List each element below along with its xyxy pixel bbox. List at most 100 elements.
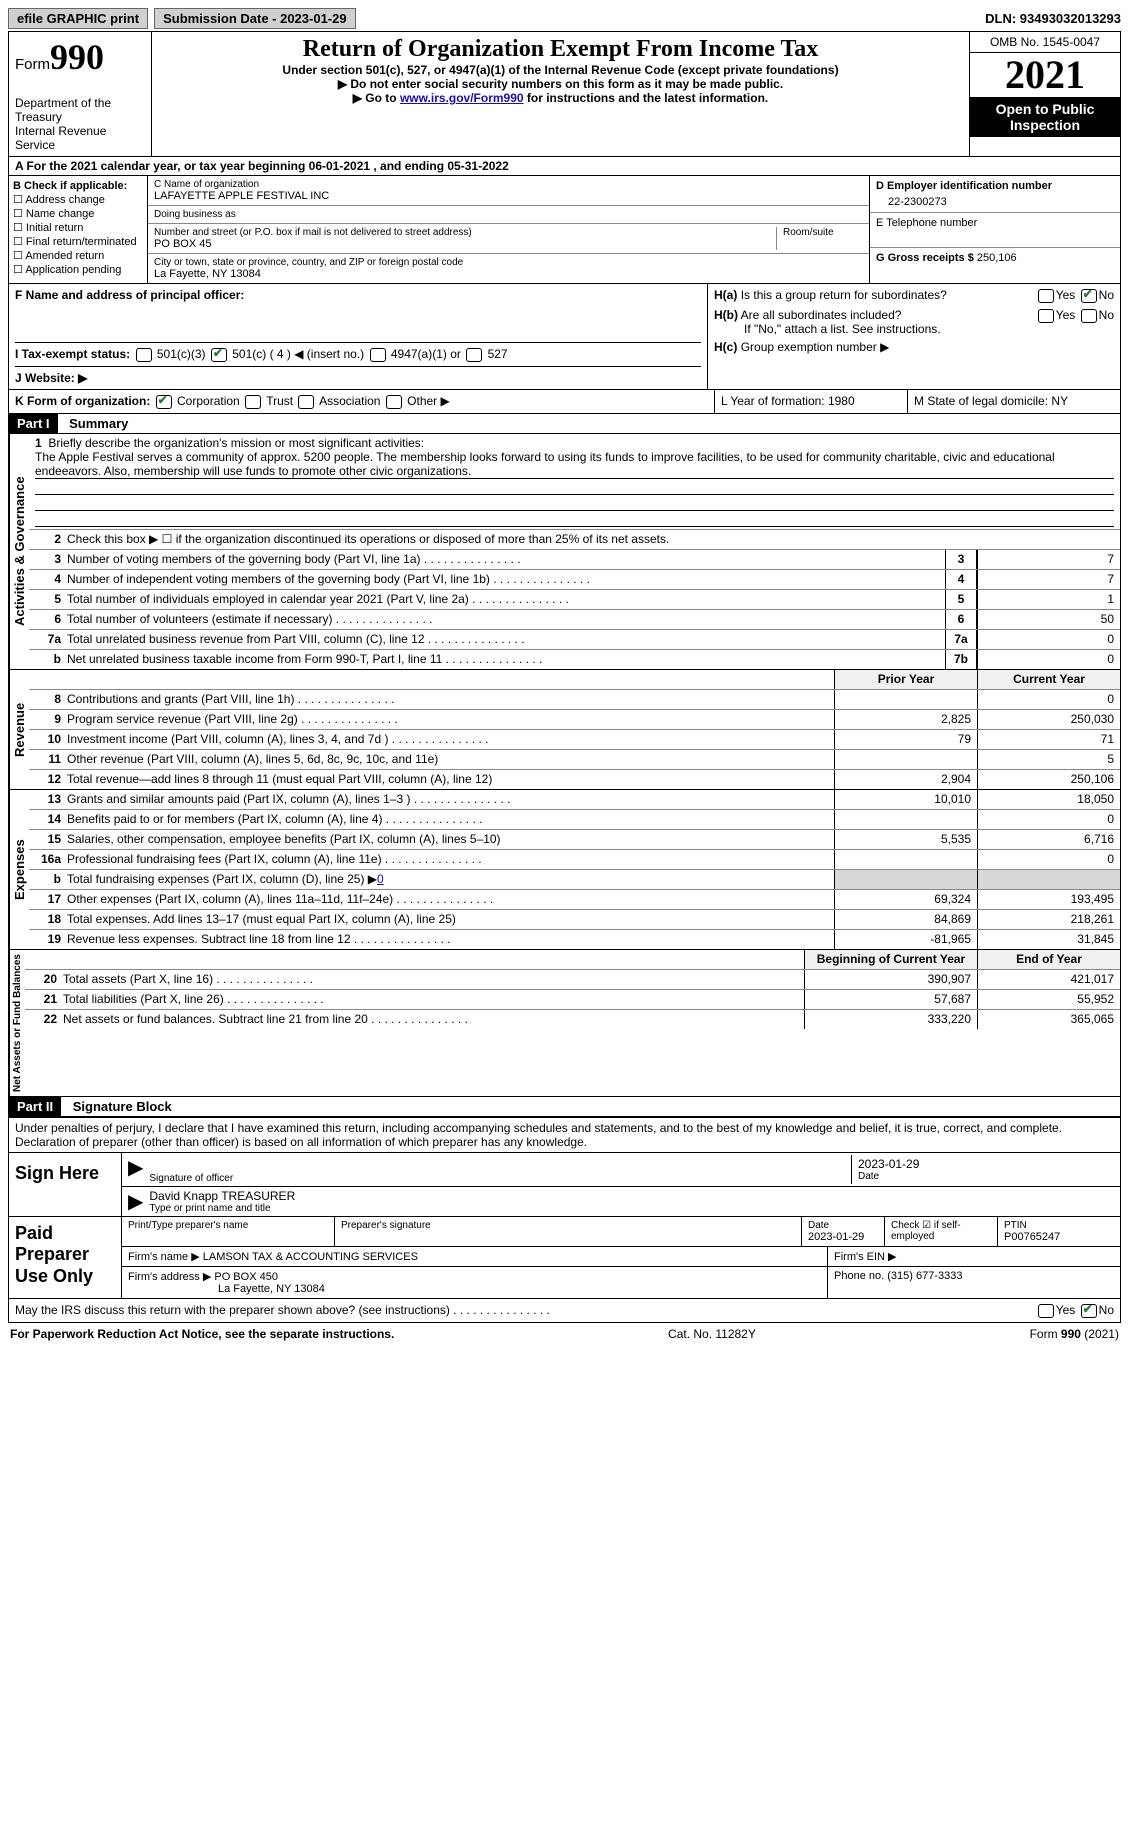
line-20-prior: 390,907 <box>804 970 977 989</box>
officer-name: David Knapp TREASURER <box>149 1189 1114 1203</box>
line-22-prior: 333,220 <box>804 1010 977 1029</box>
head-begin: Beginning of Current Year <box>804 950 977 969</box>
part-1-bar: Part I <box>9 414 58 433</box>
vert-governance: Activities & Governance <box>9 434 29 669</box>
line-16a-prior <box>834 850 977 869</box>
ha-no[interactable] <box>1081 289 1097 303</box>
self-employed-check[interactable]: Check ☑ if self-employed <box>885 1217 998 1246</box>
section-governance: Activities & Governance 1 Briefly descri… <box>9 434 1120 670</box>
subtitle-1: Under section 501(c), 527, or 4947(a)(1)… <box>158 63 963 77</box>
mission-q: Briefly describe the organization's miss… <box>48 436 424 450</box>
street-value: PO BOX 45 <box>154 238 770 250</box>
subtitle-3: Go to www.irs.gov/Form990 for instructio… <box>158 91 963 105</box>
line-21-prior: 57,687 <box>804 990 977 1009</box>
cb-501c[interactable] <box>211 348 227 362</box>
form-title: Return of Organization Exempt From Incom… <box>158 36 963 63</box>
line-17: Other expenses (Part IX, column (A), lin… <box>67 890 834 909</box>
org-name: LAFAYETTE APPLE FESTIVAL INC <box>154 190 863 202</box>
line-10-prior: 79 <box>834 730 977 749</box>
section-net-assets: Net Assets or Fund Balances Beginning of… <box>9 950 1120 1097</box>
head-end: End of Year <box>977 950 1120 969</box>
open-to-public: Open to PublicInspection <box>970 97 1120 137</box>
line-7a-val: 0 <box>977 630 1120 649</box>
line-19: Revenue less expenses. Subtract line 18 … <box>67 930 834 949</box>
footer-mid: Cat. No. 11282Y <box>668 1327 756 1341</box>
org-name-label: C Name of organization <box>154 179 863 190</box>
may-q: May the IRS discuss this return with the… <box>15 1303 1036 1318</box>
line-12-curr: 250,106 <box>977 770 1120 789</box>
ha-yes[interactable] <box>1038 289 1054 303</box>
line-7b: Net unrelated business taxable income fr… <box>67 650 945 669</box>
may-yes[interactable] <box>1038 1304 1054 1318</box>
submission-date-button[interactable]: Submission Date - 2023-01-29 <box>154 8 356 29</box>
paid-preparer-label: Paid Preparer Use Only <box>9 1217 122 1298</box>
cb-527[interactable] <box>466 348 482 362</box>
hb-yes[interactable] <box>1038 309 1054 323</box>
penalties-text: Under penalties of perjury, I declare th… <box>9 1118 1120 1153</box>
row-k-l-m: K Form of organization: Corporation Trus… <box>9 390 1120 414</box>
may-no[interactable] <box>1081 1304 1097 1318</box>
cb-association[interactable] <box>298 395 314 409</box>
line-11-prior <box>834 750 977 769</box>
hb-no[interactable] <box>1081 309 1097 323</box>
cb-trust[interactable] <box>245 395 261 409</box>
efile-print-button[interactable]: efile GRAPHIC print <box>8 8 148 29</box>
line-7b-val: 0 <box>977 650 1120 669</box>
cb-corporation[interactable] <box>156 395 172 409</box>
cb-initial-return[interactable]: ☐ Initial return <box>13 221 143 234</box>
sign-here-label: Sign Here <box>9 1153 122 1216</box>
subtitle-2: Do not enter social security numbers on … <box>158 77 963 91</box>
form-990: Form990 Department of the Treasury Inter… <box>8 31 1121 1323</box>
col-h: H(a) Is this a group return for subordin… <box>708 284 1120 389</box>
cb-other[interactable] <box>386 395 402 409</box>
ha-text: Is this a group return for subordinates? <box>741 288 947 302</box>
line-18: Total expenses. Add lines 13–17 (must eq… <box>67 910 834 929</box>
line-14-curr: 0 <box>977 810 1120 829</box>
officer-name-label: Type or print name and title <box>149 1203 1114 1214</box>
prep-sig-label: Preparer's signature <box>341 1220 795 1231</box>
row-j-label: J Website: ▶ <box>15 371 87 385</box>
tax-year: 2021 <box>970 53 1120 97</box>
col-b-checkboxes: B Check if applicable: ☐ Address change … <box>9 176 148 283</box>
cb-amended-return[interactable]: ☐ Amended return <box>13 249 143 262</box>
line-19-curr: 31,845 <box>977 930 1120 949</box>
line-7a: Total unrelated business revenue from Pa… <box>67 630 945 649</box>
line-8-curr: 0 <box>977 690 1120 709</box>
line-16b-val[interactable]: 0 <box>377 872 384 886</box>
footer-left: For Paperwork Reduction Act Notice, see … <box>10 1327 394 1341</box>
cb-name-change[interactable]: ☐ Name change <box>13 207 143 220</box>
dba-label: Doing business as <box>154 209 863 220</box>
col-c-org-info: C Name of organization LAFAYETTE APPLE F… <box>148 176 870 283</box>
firm-name-label: Firm's name ▶ <box>128 1251 200 1263</box>
line-8: Contributions and grants (Part VIII, lin… <box>67 690 834 709</box>
part-2-title: Signature Block <box>65 1099 172 1114</box>
hc-text: Group exemption number ▶ <box>741 340 890 354</box>
part-2-header: Part II Signature Block <box>9 1097 1120 1117</box>
top-bar: efile GRAPHIC print Submission Date - 20… <box>8 8 1121 29</box>
line-9-curr: 250,030 <box>977 710 1120 729</box>
col-f: F Name and address of principal officer:… <box>9 284 708 389</box>
line-12: Total revenue—add lines 8 through 11 (mu… <box>67 770 834 789</box>
cb-4947[interactable] <box>370 348 386 362</box>
cb-501c3[interactable] <box>136 348 152 362</box>
line-3: Number of voting members of the governin… <box>67 550 945 569</box>
head-current: Current Year <box>977 670 1120 689</box>
dept-treasury: Department of the Treasury <box>15 96 145 124</box>
firm-addr1: PO BOX 450 <box>214 1271 278 1283</box>
irs-label: Internal Revenue Service <box>15 124 145 152</box>
line-6-val: 50 <box>977 610 1120 629</box>
line-5-val: 1 <box>977 590 1120 609</box>
line-10: Investment income (Part VIII, column (A)… <box>67 730 834 749</box>
line-11-curr: 5 <box>977 750 1120 769</box>
prep-date-label: Date <box>808 1220 878 1231</box>
line-14: Benefits paid to or for members (Part IX… <box>67 810 834 829</box>
part-1-header: Part I Summary <box>9 414 1120 434</box>
line-21-curr: 55,952 <box>977 990 1120 1009</box>
line-15-prior: 5,535 <box>834 830 977 849</box>
cb-address-change[interactable]: ☐ Address change <box>13 193 143 206</box>
line-16a-curr: 0 <box>977 850 1120 869</box>
cb-application-pending[interactable]: ☐ Application pending <box>13 263 143 276</box>
irs-link[interactable]: www.irs.gov/Form990 <box>400 91 524 105</box>
cb-final-return[interactable]: ☐ Final return/terminated <box>13 235 143 248</box>
firm-addr2: La Fayette, NY 13084 <box>128 1283 325 1295</box>
